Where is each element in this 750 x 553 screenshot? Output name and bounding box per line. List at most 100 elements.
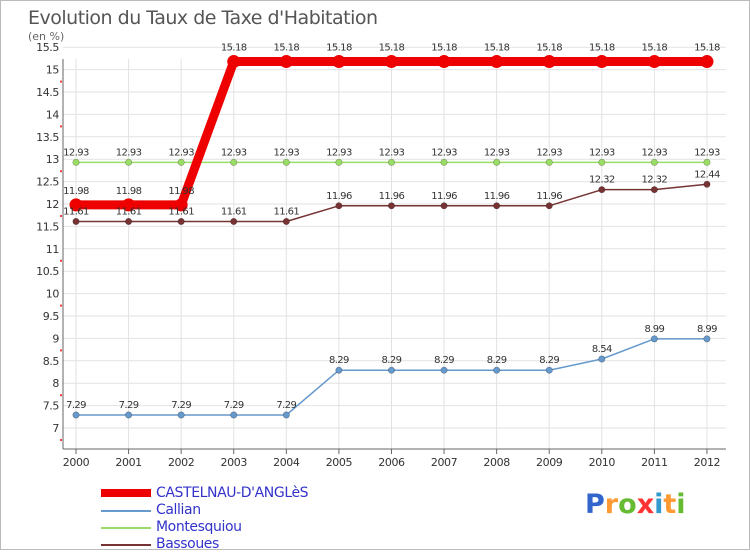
logo-letter: P (585, 489, 605, 520)
data-label-callian: 7.29 (66, 400, 86, 411)
data-point-bassoues (440, 202, 448, 210)
logo-letter: i (654, 489, 664, 520)
legend-swatch (101, 543, 151, 546)
data-label-callian: 8.29 (329, 355, 349, 366)
y-tick-label: 13 (46, 153, 60, 166)
data-point-castelnau-d-angl-s (122, 198, 136, 212)
data-label-bassoues: 11.61 (168, 206, 194, 217)
data-label-callian: 7.29 (224, 400, 244, 411)
x-tick-label: 2006 (378, 456, 405, 469)
data-label-castelnau-d-angl-s: 15.18 (221, 43, 247, 54)
x-tick-label: 2008 (483, 456, 510, 469)
data-label-bassoues: 11.96 (431, 191, 457, 202)
logo-letter: x (636, 489, 655, 520)
x-tick-label: 2005 (326, 456, 353, 469)
data-point-bassoues (335, 202, 343, 210)
data-point-callian (493, 366, 501, 374)
y-tick-label: 14 (46, 108, 60, 121)
data-label-callian: 8.29 (382, 355, 402, 366)
logo-letter: o (618, 489, 637, 520)
data-label-castelnau-d-angl-s: 15.18 (431, 43, 457, 54)
y-tick-label: 9.5 (43, 310, 60, 323)
data-label-bassoues: 11.61 (273, 206, 299, 217)
data-label-montesquiou: 12.93 (431, 147, 457, 158)
data-point-castelnau-d-angl-s (227, 55, 241, 69)
data-label-bassoues: 12.44 (694, 169, 720, 180)
data-point-montesquiou (230, 158, 238, 166)
data-point-callian (650, 335, 658, 343)
legend-swatch (101, 526, 151, 529)
y-tick-label: 13.5 (36, 131, 59, 144)
x-tick-label: 2012 (694, 456, 720, 469)
y-tick-label: 8 (52, 377, 59, 390)
legend-swatch (101, 509, 151, 512)
y-tick-label: 9 (52, 332, 59, 345)
data-label-bassoues: 11.96 (379, 191, 405, 202)
data-point-bassoues (650, 186, 658, 194)
x-tick-label: 2003 (221, 456, 248, 469)
data-point-castelnau-d-angl-s (542, 55, 556, 69)
data-point-bassoues (230, 217, 238, 225)
x-tick-label: 2000 (63, 456, 90, 469)
x-tick-label: 2004 (273, 456, 300, 469)
data-point-bassoues (177, 217, 185, 225)
x-tick-label: 2001 (115, 456, 141, 469)
data-point-castelnau-d-angl-s (437, 55, 451, 69)
data-label-callian: 8.54 (592, 344, 612, 355)
logo-letter: i (676, 489, 686, 520)
data-point-bassoues (493, 202, 501, 210)
data-point-castelnau-d-angl-s (490, 55, 504, 69)
data-label-montesquiou: 12.93 (168, 147, 194, 158)
data-label-castelnau-d-angl-s: 11.98 (63, 186, 89, 197)
data-label-bassoues: 11.96 (536, 191, 562, 202)
data-label-callian: 8.99 (644, 324, 664, 335)
data-point-bassoues (72, 217, 80, 225)
data-label-montesquiou: 12.93 (273, 147, 299, 158)
data-point-montesquiou (177, 158, 185, 166)
y-tick-label: 8.5 (43, 355, 60, 368)
data-point-castelnau-d-angl-s (174, 198, 188, 212)
data-point-bassoues (387, 202, 395, 210)
data-point-montesquiou (387, 158, 395, 166)
legend-label: Bassoues (156, 536, 219, 552)
data-point-montesquiou (493, 158, 501, 166)
y-tick-label: 12.5 (36, 176, 59, 189)
data-point-callian (177, 411, 185, 419)
data-point-callian (230, 411, 238, 419)
data-point-castelnau-d-angl-s (69, 198, 83, 212)
data-point-castelnau-d-angl-s (700, 55, 714, 69)
data-label-montesquiou: 12.93 (326, 147, 352, 158)
x-tick-label: 2011 (641, 456, 667, 469)
data-label-montesquiou: 12.93 (484, 147, 510, 158)
data-label-callian: 7.29 (171, 400, 191, 411)
data-point-montesquiou (703, 158, 711, 166)
data-label-callian: 7.29 (119, 400, 139, 411)
data-label-castelnau-d-angl-s: 15.18 (273, 43, 299, 54)
data-point-callian (440, 366, 448, 374)
data-point-castelnau-d-angl-s (279, 55, 293, 69)
data-label-bassoues: 12.32 (642, 175, 668, 186)
data-label-callian: 8.29 (539, 355, 559, 366)
data-label-callian: 8.29 (487, 355, 507, 366)
data-label-castelnau-d-angl-s: 15.18 (694, 43, 720, 54)
data-point-montesquiou (282, 158, 290, 166)
data-label-callian: 8.99 (697, 324, 717, 335)
data-label-castelnau-d-angl-s: 15.18 (484, 43, 510, 54)
data-label-montesquiou: 12.93 (536, 147, 562, 158)
data-label-castelnau-d-angl-s: 11.98 (168, 186, 194, 197)
logo-letter: t (663, 489, 677, 520)
data-point-callian (598, 355, 606, 363)
data-point-callian (282, 411, 290, 419)
y-tick-label: 15 (46, 64, 60, 77)
data-label-montesquiou: 12.93 (221, 147, 247, 158)
data-point-callian (335, 366, 343, 374)
y-tick-label: 14.5 (36, 86, 59, 99)
data-label-montesquiou: 12.93 (116, 147, 142, 158)
x-tick-label: 2002 (168, 456, 194, 469)
y-tick-label: 7 (52, 422, 59, 435)
data-label-castelnau-d-angl-s: 15.18 (536, 43, 562, 54)
data-point-castelnau-d-angl-s (332, 55, 346, 69)
data-point-callian (125, 411, 133, 419)
legend-label: CASTELNAU-D'ANGLèS (156, 485, 309, 501)
